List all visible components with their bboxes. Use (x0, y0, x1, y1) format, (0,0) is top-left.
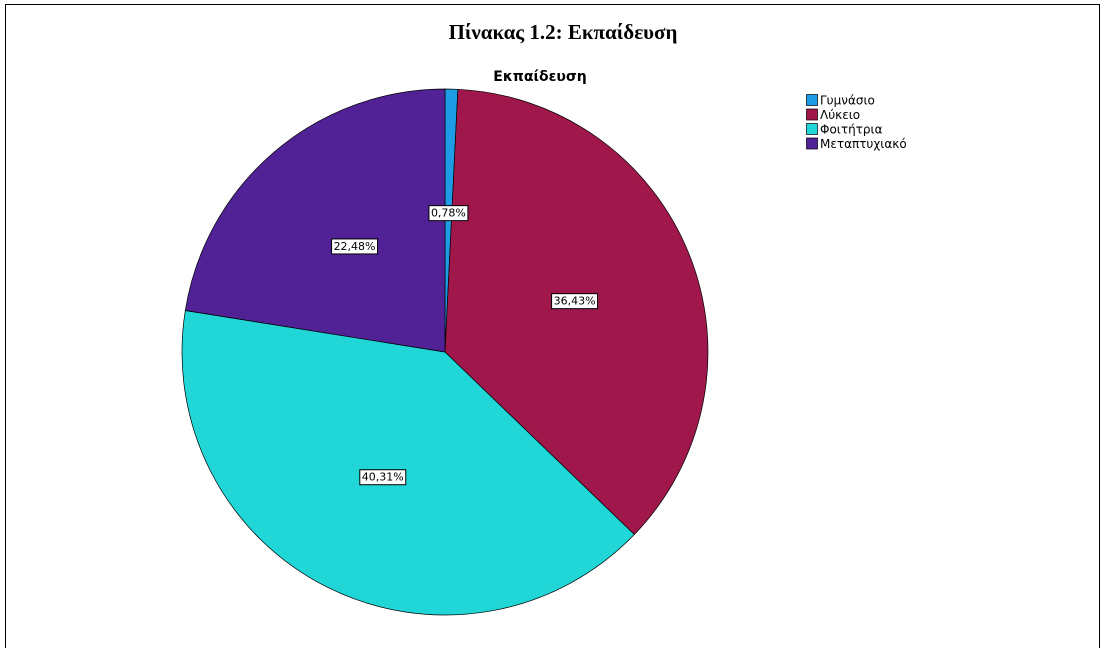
data-label: 36,43% (554, 295, 596, 308)
frame (5, 4, 1100, 648)
pie-slice (181, 310, 635, 616)
legend-label: Μεταπτυχιακό (820, 137, 907, 151)
data-label: 0,78% (431, 207, 466, 220)
label-box (331, 238, 379, 255)
pie-slice (184, 88, 446, 353)
legend-swatch (806, 123, 818, 135)
legend-label: Λύκειο (820, 108, 860, 122)
label-box (359, 469, 407, 486)
label-box (428, 205, 469, 222)
heading: Πίνακας 1.2: Εκπαίδευση (449, 20, 678, 44)
data-label: 22,48% (334, 240, 376, 253)
legend-label: Φοιτήτρια (820, 123, 883, 137)
legend-swatch (806, 137, 818, 150)
legend-swatch (806, 94, 818, 106)
pie-slice (444, 88, 709, 536)
data-label: 40,31% (362, 471, 404, 484)
label-box (551, 293, 599, 310)
chart-title: Εκπαίδευση (493, 69, 586, 85)
legend-swatch (806, 108, 818, 121)
legend-label: Γυμνάσιο (820, 94, 875, 108)
